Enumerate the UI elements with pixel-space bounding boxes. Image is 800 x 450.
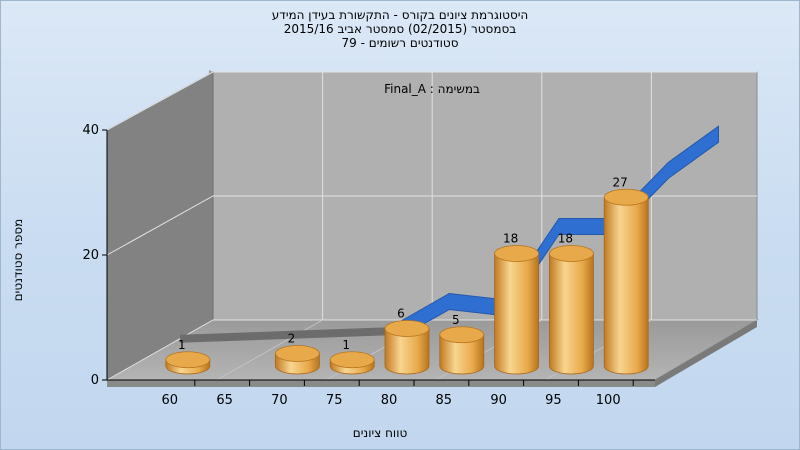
bar-body xyxy=(549,253,594,375)
chart-subtitle-semester: בסמסטר (02/2015) סמסטר אביב 2015/16 xyxy=(283,22,517,36)
chart-title-block: היסטוגרמת ציונים בקורס - התקשורת בעידן ה… xyxy=(0,8,800,50)
bar-body xyxy=(384,328,430,375)
bar-85: 5 xyxy=(439,313,485,375)
y-tick-label: 0 xyxy=(91,373,99,388)
bar-60: 1 xyxy=(165,338,211,375)
bar-value-label: 1 xyxy=(178,338,186,352)
bar-body xyxy=(439,334,485,375)
bar-top xyxy=(329,351,375,369)
bar-top xyxy=(165,351,211,369)
floor-side-edge xyxy=(655,320,757,387)
bar-body xyxy=(603,196,649,375)
bar-value-label: 1 xyxy=(342,338,350,352)
y-axis-label: מספר סטודנטים xyxy=(11,218,25,302)
bar-value-label: 2 xyxy=(288,332,296,346)
x-tick-label: 95 xyxy=(545,393,562,408)
y-tick-label: 20 xyxy=(82,248,99,263)
back-series-flat xyxy=(180,326,405,343)
bar-75: 1 xyxy=(329,338,375,375)
bar-top xyxy=(384,320,430,337)
bar-value-label: 27 xyxy=(613,175,628,189)
x-tick-label: 90 xyxy=(490,393,507,408)
bar-90: 18 xyxy=(494,232,539,375)
x-tick-label: 85 xyxy=(436,393,453,408)
x-axis-label: טווח ציונים xyxy=(352,426,408,440)
gridline-x-floor xyxy=(216,319,323,381)
bar-top xyxy=(494,245,539,262)
floor-front-edge xyxy=(107,380,655,387)
bar-top xyxy=(603,188,649,206)
x-tick-label: 80 xyxy=(381,393,398,408)
x-tick-label: 70 xyxy=(271,393,288,408)
bar-top xyxy=(549,245,594,262)
bar-value-label: 18 xyxy=(558,232,573,246)
y-tick-label: 40 xyxy=(82,123,99,138)
x-tick-label: 60 xyxy=(162,393,179,408)
bar-body xyxy=(494,253,539,375)
bar-value-label: 18 xyxy=(503,232,518,246)
bar-value-label: 5 xyxy=(452,313,460,327)
x-tick-label: 75 xyxy=(326,393,343,408)
bar-value-label: 6 xyxy=(397,307,405,321)
bar-top xyxy=(274,345,320,362)
bar-95: 18 xyxy=(549,232,594,375)
bar-70: 2 xyxy=(274,332,320,375)
x-tick-label: 65 xyxy=(216,393,233,408)
bar-80: 6 xyxy=(384,307,430,375)
chart-subtitle-students: סטודנטים רשומים - 79 xyxy=(341,36,459,50)
gridline-y xyxy=(106,195,757,256)
gridline-y xyxy=(106,71,757,131)
x-tick-label: 100 xyxy=(596,393,621,408)
chart-title: היסטוגרמת ציונים בקורס - התקשורת בעידן ה… xyxy=(271,8,529,22)
assignment-annotation: Final_A : במשימה xyxy=(384,82,480,96)
bar-100: 27 xyxy=(603,175,649,375)
bar-top xyxy=(439,326,485,344)
